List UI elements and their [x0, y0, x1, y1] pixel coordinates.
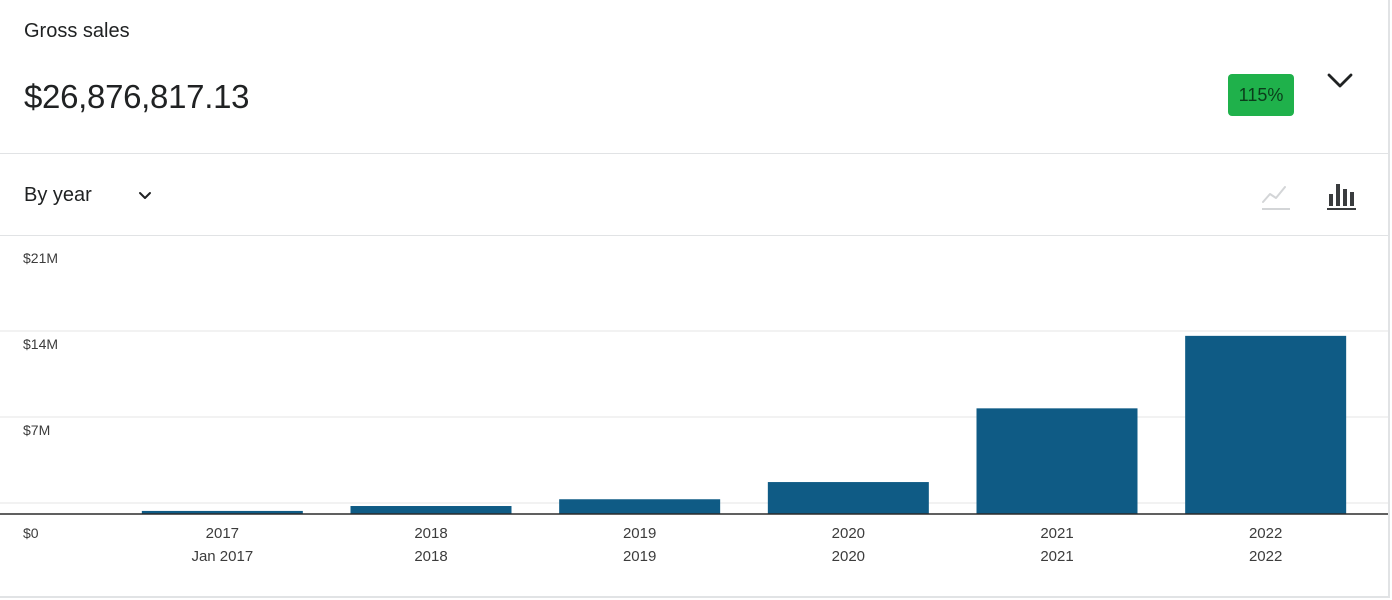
x-tick-sublabel: 2020 [832, 548, 865, 565]
period-select-label: By year [24, 184, 92, 206]
chart-toolbar: By year [0, 154, 1388, 236]
chevron-down-icon [139, 192, 151, 199]
metric-value: $26,876,817.13 [24, 78, 250, 115]
x-tick-sublabel: 2021 [1040, 548, 1073, 565]
x-tick-label: 2022 [1249, 525, 1282, 542]
metric-label: Gross sales [24, 20, 130, 42]
period-select[interactable]: By year [14, 174, 164, 214]
chart-area: $0 $7M $14M $21M 2017 Jan 2017 2018 2018 2019 201… [0, 236, 1388, 594]
x-tick-label: 2018 [414, 525, 447, 542]
expand-button[interactable] [1322, 64, 1358, 100]
bar-2020 [767, 482, 929, 514]
x-tick-label: 2021 [1040, 525, 1073, 542]
x-tick-sublabel: 2019 [623, 548, 656, 565]
x-tick-sublabel: 2018 [414, 548, 447, 565]
line-chart-icon [1262, 186, 1290, 210]
bar-chart: $0 $7M $14M $21M 2017 Jan 2017 2018 2018 2019 201… [0, 250, 1388, 565]
x-tick-sublabel: Jan 2017 [191, 548, 253, 565]
bar-2017 [141, 510, 303, 514]
change-badge: 115% [1228, 74, 1294, 116]
y-tick-label: $7M [23, 422, 50, 438]
bar-2019 [559, 499, 721, 514]
bar-2018 [350, 506, 512, 514]
y-tick-label: $21M [23, 250, 58, 266]
line-view-button[interactable] [1258, 178, 1294, 214]
x-tick-label: 2019 [623, 525, 656, 542]
y-tick-label: $0 [23, 525, 39, 541]
bar-chart-icon [1327, 184, 1356, 210]
card-header: Gross sales $26,876,817.13 115% [0, 0, 1388, 154]
chevron-down-icon [1327, 73, 1353, 88]
bar-2022 [1185, 335, 1347, 514]
bar-2021 [976, 408, 1138, 514]
x-tick-label: 2017 [206, 525, 239, 542]
x-tick-sublabel: 2022 [1249, 548, 1282, 565]
y-tick-label: $14M [23, 336, 58, 352]
bar-view-button[interactable] [1322, 178, 1358, 214]
x-tick-label: 2020 [832, 525, 865, 542]
